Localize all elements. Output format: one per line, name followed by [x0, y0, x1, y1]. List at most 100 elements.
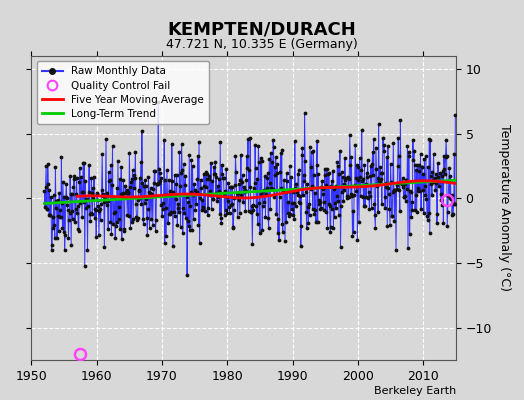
Point [203, 176, 211, 182]
Point [264, 215, 272, 222]
Point [174, 204, 182, 211]
Point [49, 225, 58, 231]
Point [127, 219, 136, 226]
Point [296, 200, 304, 206]
Point [150, 168, 159, 174]
Point [129, 216, 137, 222]
Point [169, 188, 178, 195]
Point [307, 164, 315, 170]
Point [230, 195, 238, 201]
Point [167, 209, 176, 216]
Point [377, 169, 385, 176]
Point [177, 224, 185, 230]
Point [338, 188, 346, 195]
Point [443, 223, 451, 229]
Point [140, 200, 149, 206]
Point [277, 185, 286, 192]
Point [416, 188, 424, 194]
Point [163, 192, 172, 198]
Point [406, 188, 414, 194]
Point [202, 184, 210, 190]
Point [343, 194, 352, 200]
Point [205, 172, 213, 179]
Point [149, 222, 157, 229]
Point [324, 200, 333, 207]
Point [106, 219, 115, 225]
Point [223, 194, 231, 200]
Point [281, 238, 289, 244]
Point [333, 159, 342, 165]
Point [208, 177, 216, 184]
Point [115, 176, 124, 182]
Point [50, 192, 58, 198]
Point [302, 209, 310, 215]
Point [92, 207, 100, 214]
Point [451, 200, 459, 207]
Point [124, 190, 132, 196]
Point [210, 170, 219, 177]
Point [368, 160, 376, 167]
Point [304, 220, 313, 227]
Point [54, 228, 63, 234]
Point [159, 192, 168, 198]
Point [266, 179, 274, 186]
Point [277, 150, 285, 156]
Point [298, 145, 307, 152]
Point [86, 210, 95, 216]
Point [335, 211, 343, 218]
Point [188, 227, 196, 234]
Point [152, 181, 161, 188]
Point [122, 188, 130, 195]
Point [152, 217, 160, 224]
Point [387, 179, 395, 185]
Point [45, 212, 53, 218]
Point [321, 172, 330, 178]
Point [284, 199, 292, 206]
Point [367, 204, 376, 211]
Point [214, 194, 222, 200]
Point [125, 150, 134, 156]
Point [68, 191, 76, 197]
Point [184, 223, 193, 229]
Point [435, 182, 443, 189]
Point [118, 190, 127, 196]
Point [210, 164, 218, 170]
Point [258, 227, 266, 234]
Point [170, 172, 179, 178]
Point [99, 191, 107, 197]
Point [231, 153, 239, 160]
Point [75, 165, 84, 171]
Point [241, 186, 249, 193]
Point [234, 190, 243, 196]
Point [301, 158, 309, 164]
Point [288, 189, 297, 195]
Point [334, 198, 342, 204]
Point [254, 143, 263, 150]
Point [443, 209, 452, 215]
Point [58, 200, 66, 206]
Point [418, 164, 426, 170]
Point [114, 158, 122, 164]
Point [171, 212, 179, 219]
Point [183, 217, 192, 224]
Point [62, 181, 70, 187]
Point [96, 206, 104, 212]
Point [351, 142, 359, 148]
Point [287, 199, 296, 206]
Point [131, 148, 139, 155]
Point [213, 182, 222, 189]
Point [313, 138, 321, 144]
Point [314, 201, 323, 207]
Point [429, 179, 437, 186]
Point [194, 152, 202, 159]
Point [249, 201, 257, 208]
Point [400, 193, 408, 200]
Point [391, 187, 400, 194]
Point [257, 191, 265, 197]
Point [59, 229, 68, 236]
Point [245, 184, 254, 190]
Point [262, 191, 270, 198]
Point [104, 225, 112, 232]
Point [123, 187, 131, 194]
Point [248, 203, 256, 210]
